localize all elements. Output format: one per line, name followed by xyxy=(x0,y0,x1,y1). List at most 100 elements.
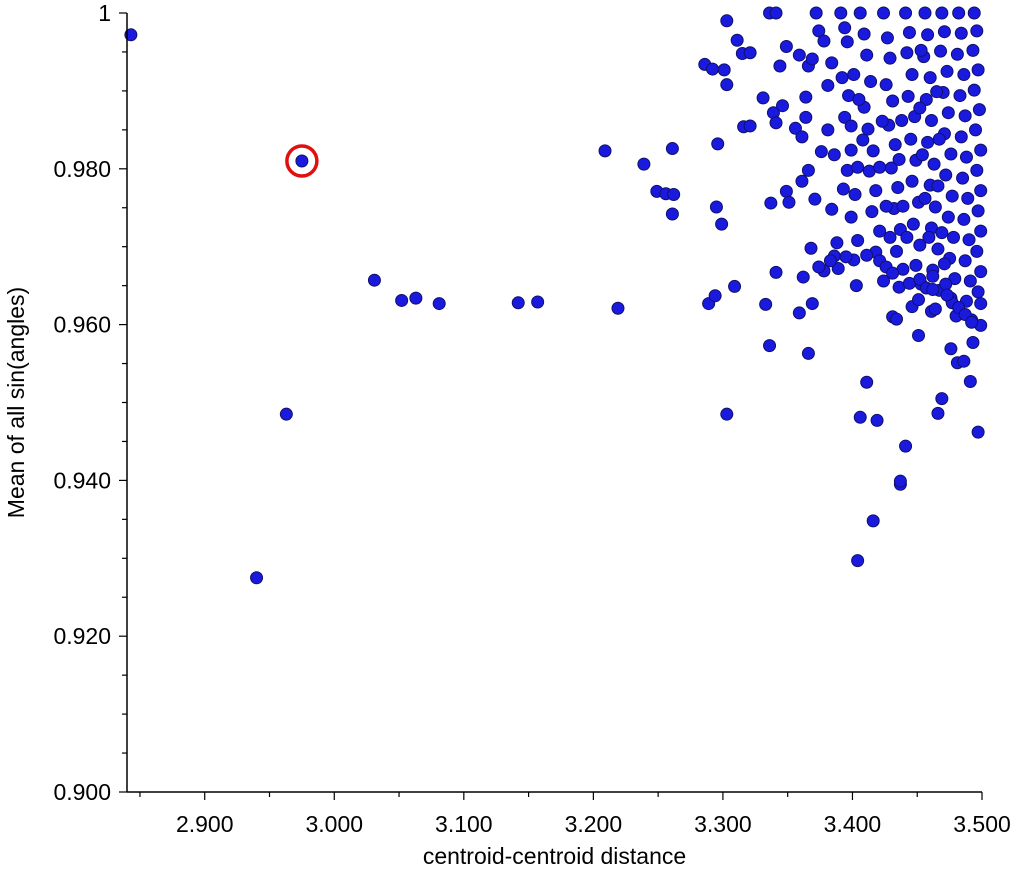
data-point xyxy=(970,163,984,177)
data-point xyxy=(926,269,940,283)
data-point xyxy=(764,196,778,210)
data-point xyxy=(869,184,883,198)
data-point xyxy=(954,26,968,40)
data-point xyxy=(395,293,409,307)
data-point xyxy=(956,171,970,185)
data-point xyxy=(970,244,984,258)
data-point xyxy=(769,116,783,130)
data-point xyxy=(906,217,920,231)
y-tick-label: 0.920 xyxy=(53,623,111,649)
data-point xyxy=(912,329,926,343)
data-point xyxy=(939,277,953,291)
data-point xyxy=(788,121,802,135)
data-point xyxy=(934,44,948,58)
data-point xyxy=(799,90,813,104)
data-point xyxy=(432,297,446,311)
data-point xyxy=(915,148,929,162)
data-point xyxy=(923,71,937,85)
data-point xyxy=(974,224,988,238)
data-point xyxy=(720,407,734,421)
data-point xyxy=(809,6,823,20)
data-point xyxy=(795,174,809,188)
data-point xyxy=(963,374,977,388)
data-point xyxy=(665,207,679,221)
data-point xyxy=(866,514,880,528)
x-tick-label: 3.300 xyxy=(694,811,752,837)
data-point xyxy=(890,244,903,258)
data-point xyxy=(893,474,907,488)
data-point xyxy=(914,43,928,57)
data-point xyxy=(913,101,927,115)
data-point xyxy=(879,199,893,213)
ticks-layer: 0.900 0.920 0.940 0.960 0.980 1 2.900 3.000 3.10… xyxy=(53,0,1010,837)
data-point xyxy=(940,64,954,78)
data-point xyxy=(880,31,894,45)
data-point xyxy=(877,6,891,20)
data-point xyxy=(763,339,777,353)
data-point xyxy=(875,114,889,128)
data-point xyxy=(928,302,942,316)
y-axis-title: Mean of all sin(angles) xyxy=(3,287,29,518)
data-point xyxy=(782,195,796,209)
data-point xyxy=(974,297,988,311)
data-point xyxy=(931,406,945,420)
data-point xyxy=(708,289,722,303)
data-point xyxy=(944,147,958,161)
data-point xyxy=(905,68,919,82)
data-point xyxy=(899,439,913,453)
data-point xyxy=(931,242,945,256)
data-point xyxy=(970,24,984,38)
data-point xyxy=(717,63,731,77)
data-point xyxy=(838,110,852,124)
data-point xyxy=(883,230,897,244)
x-tick-label: 3.400 xyxy=(824,811,882,837)
x-tick-label: 3.100 xyxy=(435,811,493,837)
data-point xyxy=(974,143,988,157)
data-point xyxy=(853,410,867,424)
data-point xyxy=(886,266,900,280)
data-point xyxy=(904,132,918,146)
data-point xyxy=(831,262,845,276)
data-point xyxy=(959,150,973,164)
data-point xyxy=(531,295,545,309)
data-point xyxy=(799,110,813,124)
data-point xyxy=(899,6,913,20)
data-point xyxy=(124,28,138,42)
data-point xyxy=(852,92,866,106)
data-point xyxy=(743,46,757,60)
data-point xyxy=(924,114,938,128)
data-point xyxy=(961,191,975,205)
data-point xyxy=(279,407,293,421)
data-point xyxy=(967,83,981,97)
data-point xyxy=(971,63,985,77)
data-point xyxy=(715,217,729,231)
data-point xyxy=(935,226,949,240)
data-point xyxy=(883,51,897,65)
data-point xyxy=(966,43,980,57)
data-point xyxy=(367,273,381,287)
data-point xyxy=(844,143,858,157)
data-point xyxy=(844,210,858,224)
data-point xyxy=(947,230,960,244)
data-point xyxy=(847,68,861,82)
data-point xyxy=(720,14,734,28)
data-point xyxy=(930,85,944,99)
data-point xyxy=(900,230,914,244)
y-tick-label: 0.960 xyxy=(53,312,111,338)
y-tick-label: 0.940 xyxy=(53,467,111,493)
data-point xyxy=(839,250,853,264)
data-point xyxy=(860,248,874,262)
data-point xyxy=(918,6,932,20)
data-point xyxy=(965,315,979,329)
data-point xyxy=(821,123,835,137)
data-point xyxy=(866,144,880,158)
data-point xyxy=(886,94,900,108)
data-point xyxy=(808,192,822,206)
data-point xyxy=(598,144,612,158)
data-point xyxy=(873,224,887,238)
data-point xyxy=(857,27,871,41)
data-point xyxy=(919,92,933,106)
data-point xyxy=(779,184,793,198)
data-point xyxy=(805,297,819,311)
